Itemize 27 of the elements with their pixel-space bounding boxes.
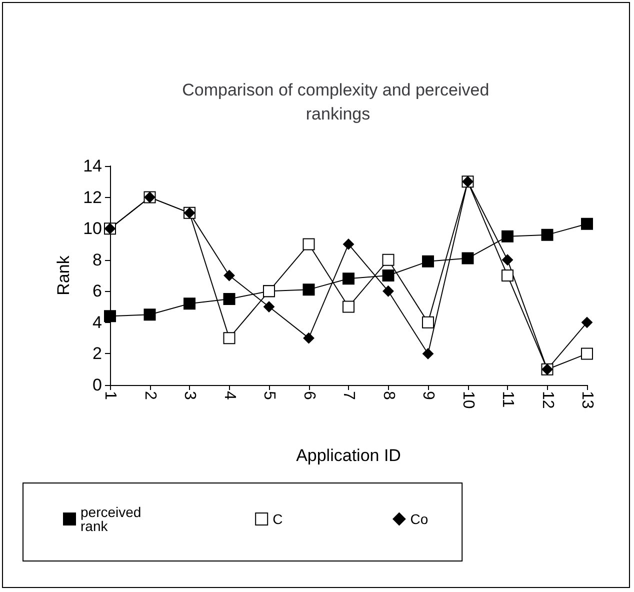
x-tick-label: 13	[578, 391, 596, 409]
legend-label: Co	[410, 511, 428, 527]
x-tick-label: 2	[141, 391, 158, 400]
y-tick-label: 10	[83, 219, 102, 238]
y-tick-label: 0	[92, 376, 102, 394]
chart-title: Comparison of complexity and perceived rankings	[182, 80, 494, 124]
y-tick-label: 6	[92, 282, 102, 301]
x-tick-label: 5	[260, 391, 278, 400]
x-tick-label: 11	[499, 391, 516, 408]
y-tick-label: 8	[92, 250, 102, 270]
x-tick-label: 4	[220, 391, 238, 400]
x-tick-label: 12	[538, 391, 556, 409]
x-tick-label: 9	[420, 391, 436, 400]
y-tick-label: 12	[83, 188, 102, 207]
x-axis-title: Application ID	[296, 446, 401, 465]
x-tick-label: 1	[102, 391, 118, 400]
y-tick-label: 2	[92, 344, 102, 364]
y-axis-title: Rank	[54, 255, 74, 296]
y-tick-label: 4	[92, 312, 102, 332]
x-tick-label: 10	[459, 391, 476, 409]
x-tick-label: 6	[300, 391, 318, 400]
x-tick-label: 7	[340, 391, 357, 400]
legend-label: perceived rank	[80, 504, 146, 534]
y-tick-label: 14	[83, 156, 102, 176]
x-tick-label: 8	[380, 391, 397, 400]
legend-label: C	[272, 511, 283, 527]
x-tick-label: 3	[181, 391, 198, 400]
